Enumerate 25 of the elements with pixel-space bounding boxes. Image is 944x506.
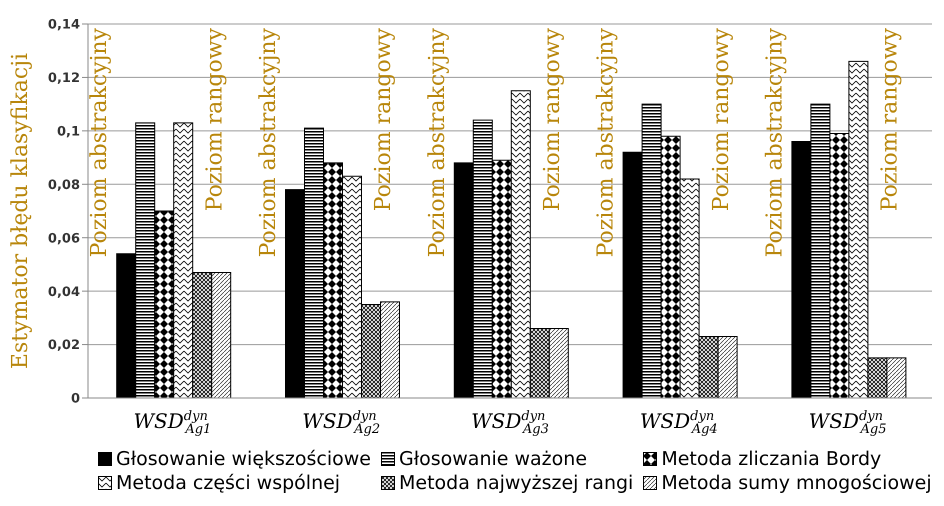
y-axis-title: Estymator błędu klasyfikacji xyxy=(8,52,33,370)
legend-label: Metoda sumy mnogościowej xyxy=(661,472,932,494)
annotation: Poziom rangowy xyxy=(371,27,396,212)
legend-label: Metoda zliczania Bordy xyxy=(661,448,882,470)
annotation: Poziom abstrakcyjny xyxy=(594,27,619,258)
legend-label: Metoda najwyższej rangi xyxy=(399,472,634,494)
y-tick-label: 0,12 xyxy=(48,71,80,86)
annotation: Poziom rangowy xyxy=(708,27,734,212)
annotation: Poziom abstrakcyjny xyxy=(87,27,112,258)
legend-label: Głosowanie większościowe xyxy=(116,448,371,470)
annotation: Poziom abstrakcyjny xyxy=(256,27,282,258)
y-tick-label: 0,04 xyxy=(48,284,80,300)
y-tick-label: 0,1 xyxy=(56,124,80,140)
annotation: Poziom abstrakcyjny xyxy=(762,27,788,258)
annotation: Poziom rangowy xyxy=(202,27,228,212)
y-tick-label: 0,02 xyxy=(48,338,80,354)
y-tick-label: 0 xyxy=(70,392,80,407)
legend-label: Metoda części wspólnej xyxy=(116,472,340,494)
y-tick-label: 0,14 xyxy=(48,18,80,33)
y-tick-label: 0,08 xyxy=(48,178,80,193)
annotation: Poziom rangowy xyxy=(540,27,565,212)
annotation: Poziom rangowy xyxy=(878,27,903,212)
annotation: Poziom abstrakcyjny xyxy=(424,27,450,258)
y-tick-label: 0,06 xyxy=(48,231,80,246)
legend-label: Głosowanie ważone xyxy=(399,448,588,470)
